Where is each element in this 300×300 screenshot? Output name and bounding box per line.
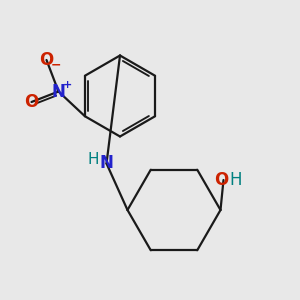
Text: O: O <box>24 93 39 111</box>
Text: O: O <box>214 171 228 189</box>
Text: +: + <box>63 80 72 91</box>
Text: O: O <box>39 51 54 69</box>
Text: N: N <box>52 82 65 100</box>
Text: −: − <box>51 59 62 72</box>
Text: H: H <box>230 171 242 189</box>
Text: H: H <box>87 152 99 166</box>
Text: N: N <box>100 154 113 172</box>
